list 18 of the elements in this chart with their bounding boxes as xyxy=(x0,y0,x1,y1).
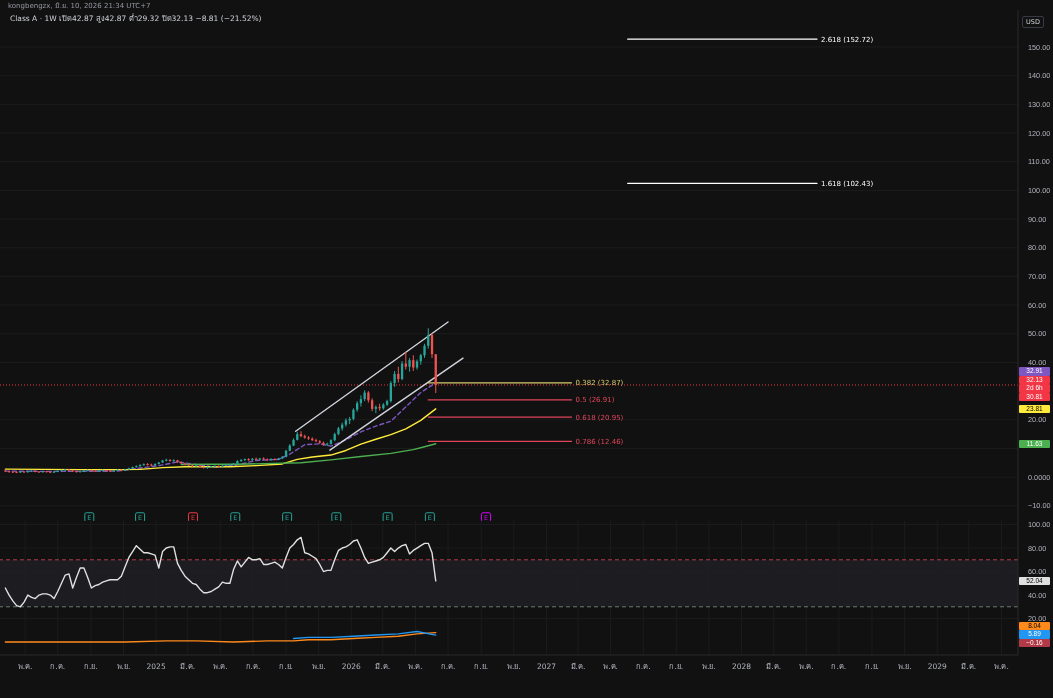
candlestick xyxy=(213,464,217,468)
candlestick xyxy=(67,468,71,472)
candlestick xyxy=(82,469,86,473)
line-series xyxy=(4,408,437,471)
line-series xyxy=(4,631,437,643)
candlestick xyxy=(97,469,101,473)
candlestick xyxy=(112,469,116,473)
candlestick xyxy=(52,470,56,474)
line-series xyxy=(4,536,437,608)
candlestick xyxy=(7,470,11,474)
candlestick xyxy=(37,470,41,474)
candlestick xyxy=(344,417,348,428)
candlestick xyxy=(228,463,232,467)
line-series xyxy=(292,630,437,640)
candlestick xyxy=(108,469,112,473)
line-series xyxy=(180,443,437,466)
candlestick xyxy=(135,464,138,469)
candlestick xyxy=(22,470,26,474)
